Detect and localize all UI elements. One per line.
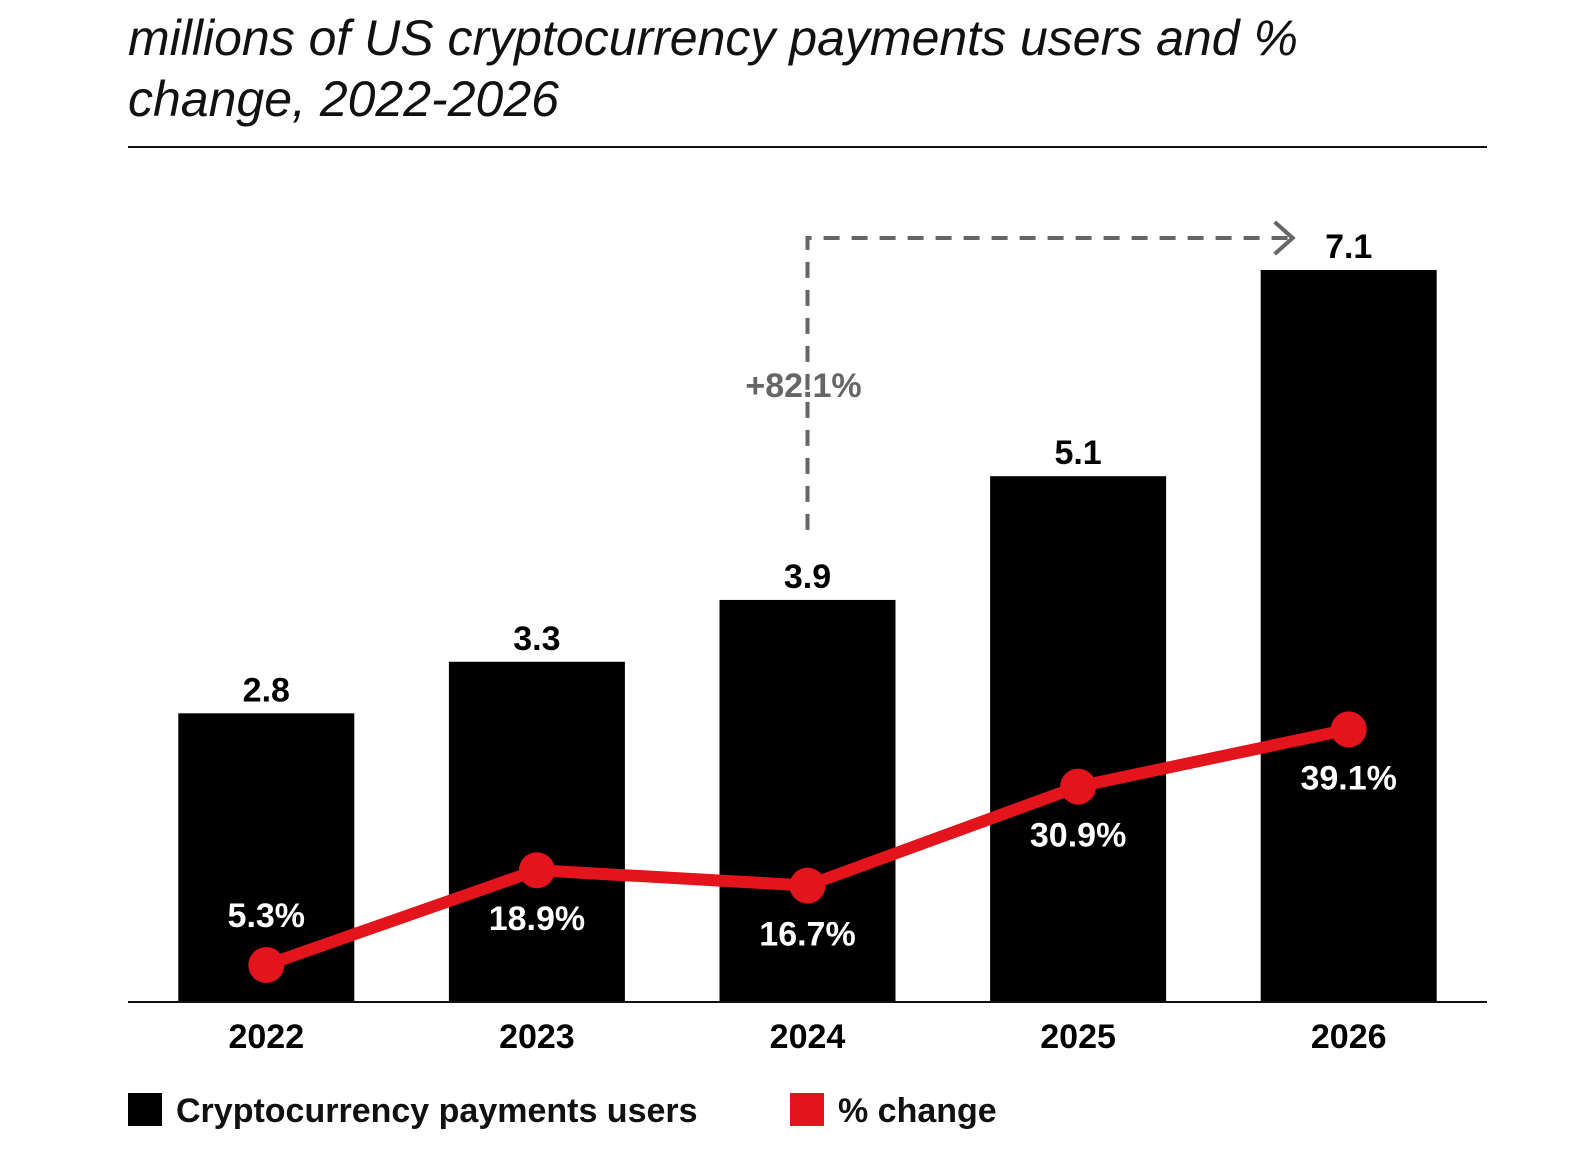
line-point <box>1060 768 1097 805</box>
bar-value-label: 3.9 <box>784 558 831 596</box>
bar-value-label: 3.3 <box>513 620 560 658</box>
line-point <box>518 852 555 889</box>
x-tick-label: 2026 <box>1311 1018 1387 1056</box>
line-value-label: 39.1% <box>1300 759 1396 797</box>
legend-swatch <box>128 1093 162 1126</box>
bar <box>1260 270 1437 1002</box>
x-tick-label: 2023 <box>499 1018 575 1056</box>
annotation-label: +82.1% <box>745 367 861 405</box>
line-value-label: 18.9% <box>489 900 585 938</box>
legend-label: % change <box>838 1092 997 1130</box>
line-point <box>248 947 285 984</box>
x-tick-label: 2024 <box>770 1018 846 1056</box>
bar <box>990 476 1167 1003</box>
x-tick-label: 2025 <box>1040 1018 1116 1056</box>
chart-title: millions of US cryptocurrency payments u… <box>128 10 1298 127</box>
bar-value-label: 7.1 <box>1325 228 1372 266</box>
line-point <box>789 867 826 904</box>
annotation-arrowhead <box>1273 220 1296 256</box>
legend-swatch <box>790 1093 824 1126</box>
line-point <box>1330 711 1367 748</box>
x-tick-label: 2022 <box>228 1018 304 1056</box>
line-value-label: 16.7% <box>759 916 855 954</box>
bar-value-label: 2.8 <box>243 671 290 709</box>
bar-value-label: 5.1 <box>1054 434 1101 472</box>
line-value-label: 5.3% <box>228 897 306 935</box>
line-value-label: 30.9% <box>1030 817 1126 855</box>
legend-label: Cryptocurrency payments users <box>176 1092 698 1130</box>
bar <box>448 661 625 1002</box>
annotation-arrow <box>805 236 1289 530</box>
bar <box>719 599 896 1002</box>
